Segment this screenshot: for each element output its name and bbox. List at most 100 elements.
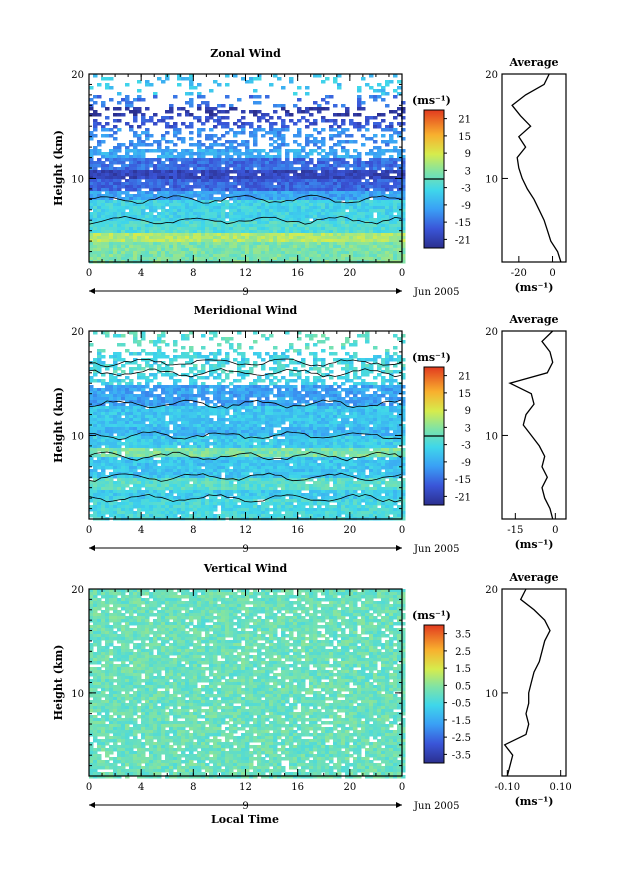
heatmap-cell [365,367,370,371]
heatmap-cell [381,221,386,225]
heatmap-cell [253,224,258,228]
heatmap-cell [121,200,126,204]
heatmap-cell [149,158,154,162]
heatmap-cell [105,134,110,138]
heatmap-cell [125,200,130,204]
heatmap-cell [321,397,326,401]
heatmap-cell [145,364,150,368]
heatmap-cell [117,143,122,147]
heatmap-cell [181,242,186,246]
heatmap-cell [305,191,310,195]
heatmap-cell [389,379,394,383]
heatmap-cell [201,188,206,192]
heatmap-cell [313,188,318,192]
heatmap-cell [213,230,218,234]
heatmap-cell [245,176,250,180]
heatmap-cell [337,161,342,165]
heatmap-cell [229,218,234,222]
heatmap-cell [169,203,174,207]
heatmap-cell [125,394,130,398]
heatmap-cell [385,185,390,189]
heatmap-cell [217,349,222,353]
heatmap-cell [185,334,190,338]
heatmap-cell [321,158,326,162]
heatmap-cell [153,340,158,344]
heatmap-cell [249,233,254,237]
heatmap-cell [145,352,150,356]
heatmap-cell [153,242,158,246]
heatmap-cell [201,155,206,159]
heatmap-cell [121,170,126,174]
heatmap-cell [133,119,138,123]
heatmap-cell [385,149,390,153]
heatmap-cell [169,227,174,231]
heatmap-cell [253,194,258,198]
heatmap-cell [321,236,326,240]
heatmap-cell [281,209,286,213]
heatmap-cell [133,361,138,365]
heatmap-cell [145,385,150,389]
heatmap-cell [101,245,106,249]
heatmap-cell [397,200,402,204]
heatmap-cell [357,167,362,171]
heatmap-cell [137,409,142,413]
heatmap-cell [93,215,98,219]
heatmap-cell [385,83,390,87]
heatmap-cell [145,394,150,398]
heatmap-cell [189,203,194,207]
heatmap-cell [317,242,322,246]
heatmap-cell [273,209,278,213]
heatmap-cell [301,209,306,213]
heatmap-cell [133,149,138,153]
heatmap-cell [269,391,274,395]
heatmap-cell [265,185,270,189]
heatmap-cell [193,86,198,90]
heatmap-cell [241,230,246,234]
heatmap-cell [101,221,106,225]
heatmap-cell [269,182,274,186]
heatmap-cell [257,406,262,410]
heatmap-cell [125,188,130,192]
heatmap-cell [301,191,306,195]
heatmap-cell [377,191,382,195]
heatmap-cell [361,230,366,234]
heatmap-cell [141,143,146,147]
heatmap-cell [317,212,322,216]
heatmap-cell [113,409,118,413]
heatmap-cell [281,218,286,222]
heatmap-cell [361,248,366,252]
heatmap-cell [129,224,134,228]
heatmap-cell [157,394,162,398]
heatmap-cell [285,254,290,258]
heatmap-cell [377,197,382,201]
heatmap-cell [149,373,154,377]
heatmap-cell [129,185,134,189]
heatmap-cell [341,224,346,228]
heatmap-cell [185,391,190,395]
heatmap-cell [217,158,222,162]
heatmap-cell [301,194,306,198]
heatmap-cell [369,403,374,407]
heatmap-cell [209,364,214,368]
heatmap-cell [157,230,162,234]
heatmap-cell [109,173,114,177]
heatmap-cell [205,406,210,410]
heatmap-cell [133,197,138,201]
heatmap-cell [385,92,390,96]
heatmap-cell [297,173,302,177]
heatmap-cell [293,227,298,231]
heatmap-cell [321,394,326,398]
heatmap-cell [105,221,110,225]
heatmap-cell [321,349,326,353]
heatmap-cell [117,107,122,111]
heatmap-cell [329,391,334,395]
heatmap-cell [169,194,174,198]
heatmap-cell [185,218,190,222]
heatmap-cell [173,421,178,425]
heatmap-cell [105,209,110,213]
heatmap-cell [213,367,218,371]
heatmap-cell [325,248,330,252]
heatmap-cell [293,349,298,353]
heatmap-cell [281,134,286,138]
heatmap-cell [121,251,126,255]
